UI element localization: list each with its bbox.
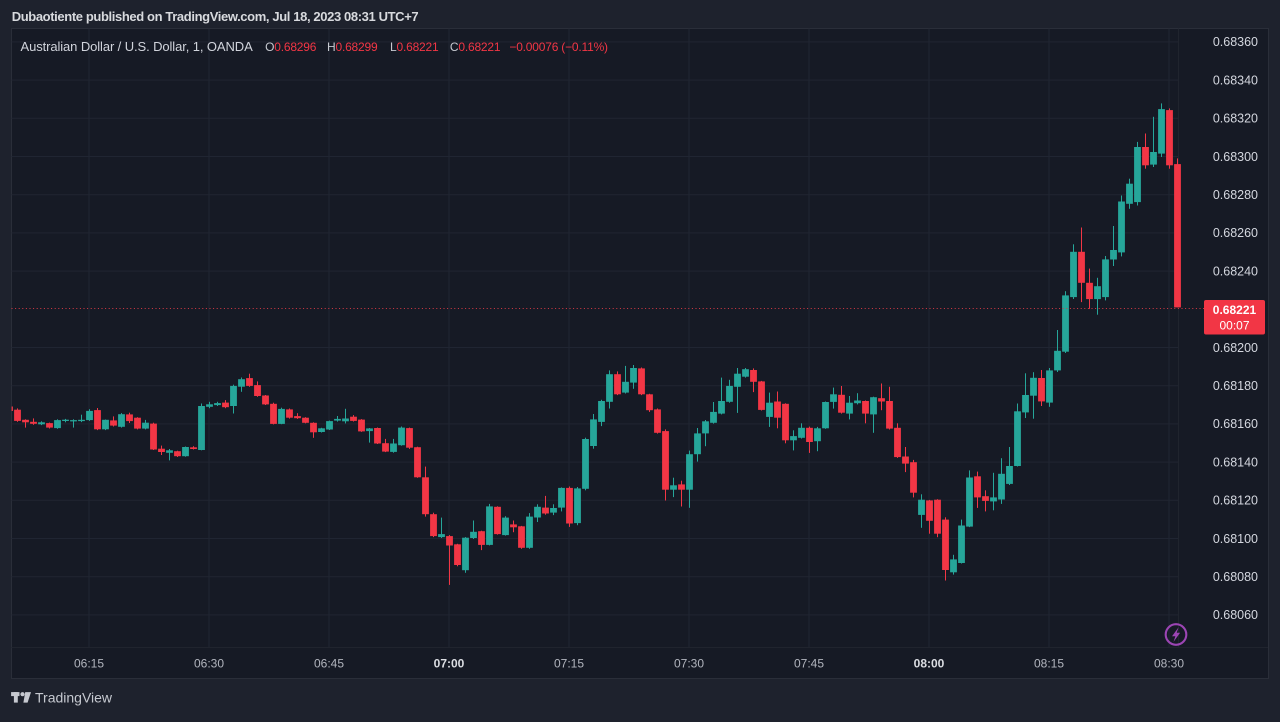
svg-text:0.68360: 0.68360 bbox=[1213, 35, 1258, 49]
svg-text:00:07: 00:07 bbox=[1219, 319, 1249, 333]
svg-text:H0.68299: H0.68299 bbox=[327, 40, 378, 54]
svg-text:0.68280: 0.68280 bbox=[1213, 188, 1258, 202]
svg-text:Australian Dollar / U.S. Dolla: Australian Dollar / U.S. Dollar, 1, OAND… bbox=[21, 39, 254, 54]
svg-text:0.68320: 0.68320 bbox=[1213, 112, 1258, 126]
svg-text:L0.68221: L0.68221 bbox=[390, 40, 439, 54]
svg-text:07:15: 07:15 bbox=[554, 657, 584, 671]
svg-text:06:30: 06:30 bbox=[194, 657, 224, 671]
svg-text:−0.00076 (−0.11%): −0.00076 (−0.11%) bbox=[509, 40, 608, 54]
svg-text:0.68120: 0.68120 bbox=[1213, 494, 1258, 508]
svg-text:06:45: 06:45 bbox=[314, 657, 344, 671]
svg-text:C0.68221: C0.68221 bbox=[450, 40, 501, 54]
svg-text:08:00: 08:00 bbox=[914, 657, 945, 671]
svg-text:07:00: 07:00 bbox=[434, 657, 465, 671]
svg-text:08:30: 08:30 bbox=[1154, 657, 1184, 671]
svg-text:08:15: 08:15 bbox=[1034, 657, 1064, 671]
svg-text:0.68180: 0.68180 bbox=[1213, 379, 1258, 393]
svg-text:0.68221: 0.68221 bbox=[1213, 303, 1257, 317]
svg-text:0.68200: 0.68200 bbox=[1213, 341, 1258, 355]
svg-text:07:30: 07:30 bbox=[674, 657, 704, 671]
svg-text:0.68300: 0.68300 bbox=[1213, 150, 1258, 164]
svg-text:0.68340: 0.68340 bbox=[1213, 73, 1258, 87]
svg-text:0.68060: 0.68060 bbox=[1213, 608, 1258, 622]
svg-text:0.68140: 0.68140 bbox=[1213, 455, 1258, 469]
svg-text:0.68160: 0.68160 bbox=[1213, 417, 1258, 431]
svg-text:Dubaotiente published on Tradi: Dubaotiente published on TradingView.com… bbox=[12, 9, 419, 24]
svg-text:TradingView: TradingView bbox=[35, 690, 113, 706]
svg-text:O0.68296: O0.68296 bbox=[265, 40, 317, 54]
svg-text:0.68240: 0.68240 bbox=[1213, 264, 1258, 278]
svg-text:07:45: 07:45 bbox=[794, 657, 824, 671]
svg-text:0.68260: 0.68260 bbox=[1213, 226, 1258, 240]
svg-text:0.68080: 0.68080 bbox=[1213, 570, 1258, 584]
svg-text:0.68100: 0.68100 bbox=[1213, 532, 1258, 546]
svg-text:06:15: 06:15 bbox=[74, 657, 104, 671]
